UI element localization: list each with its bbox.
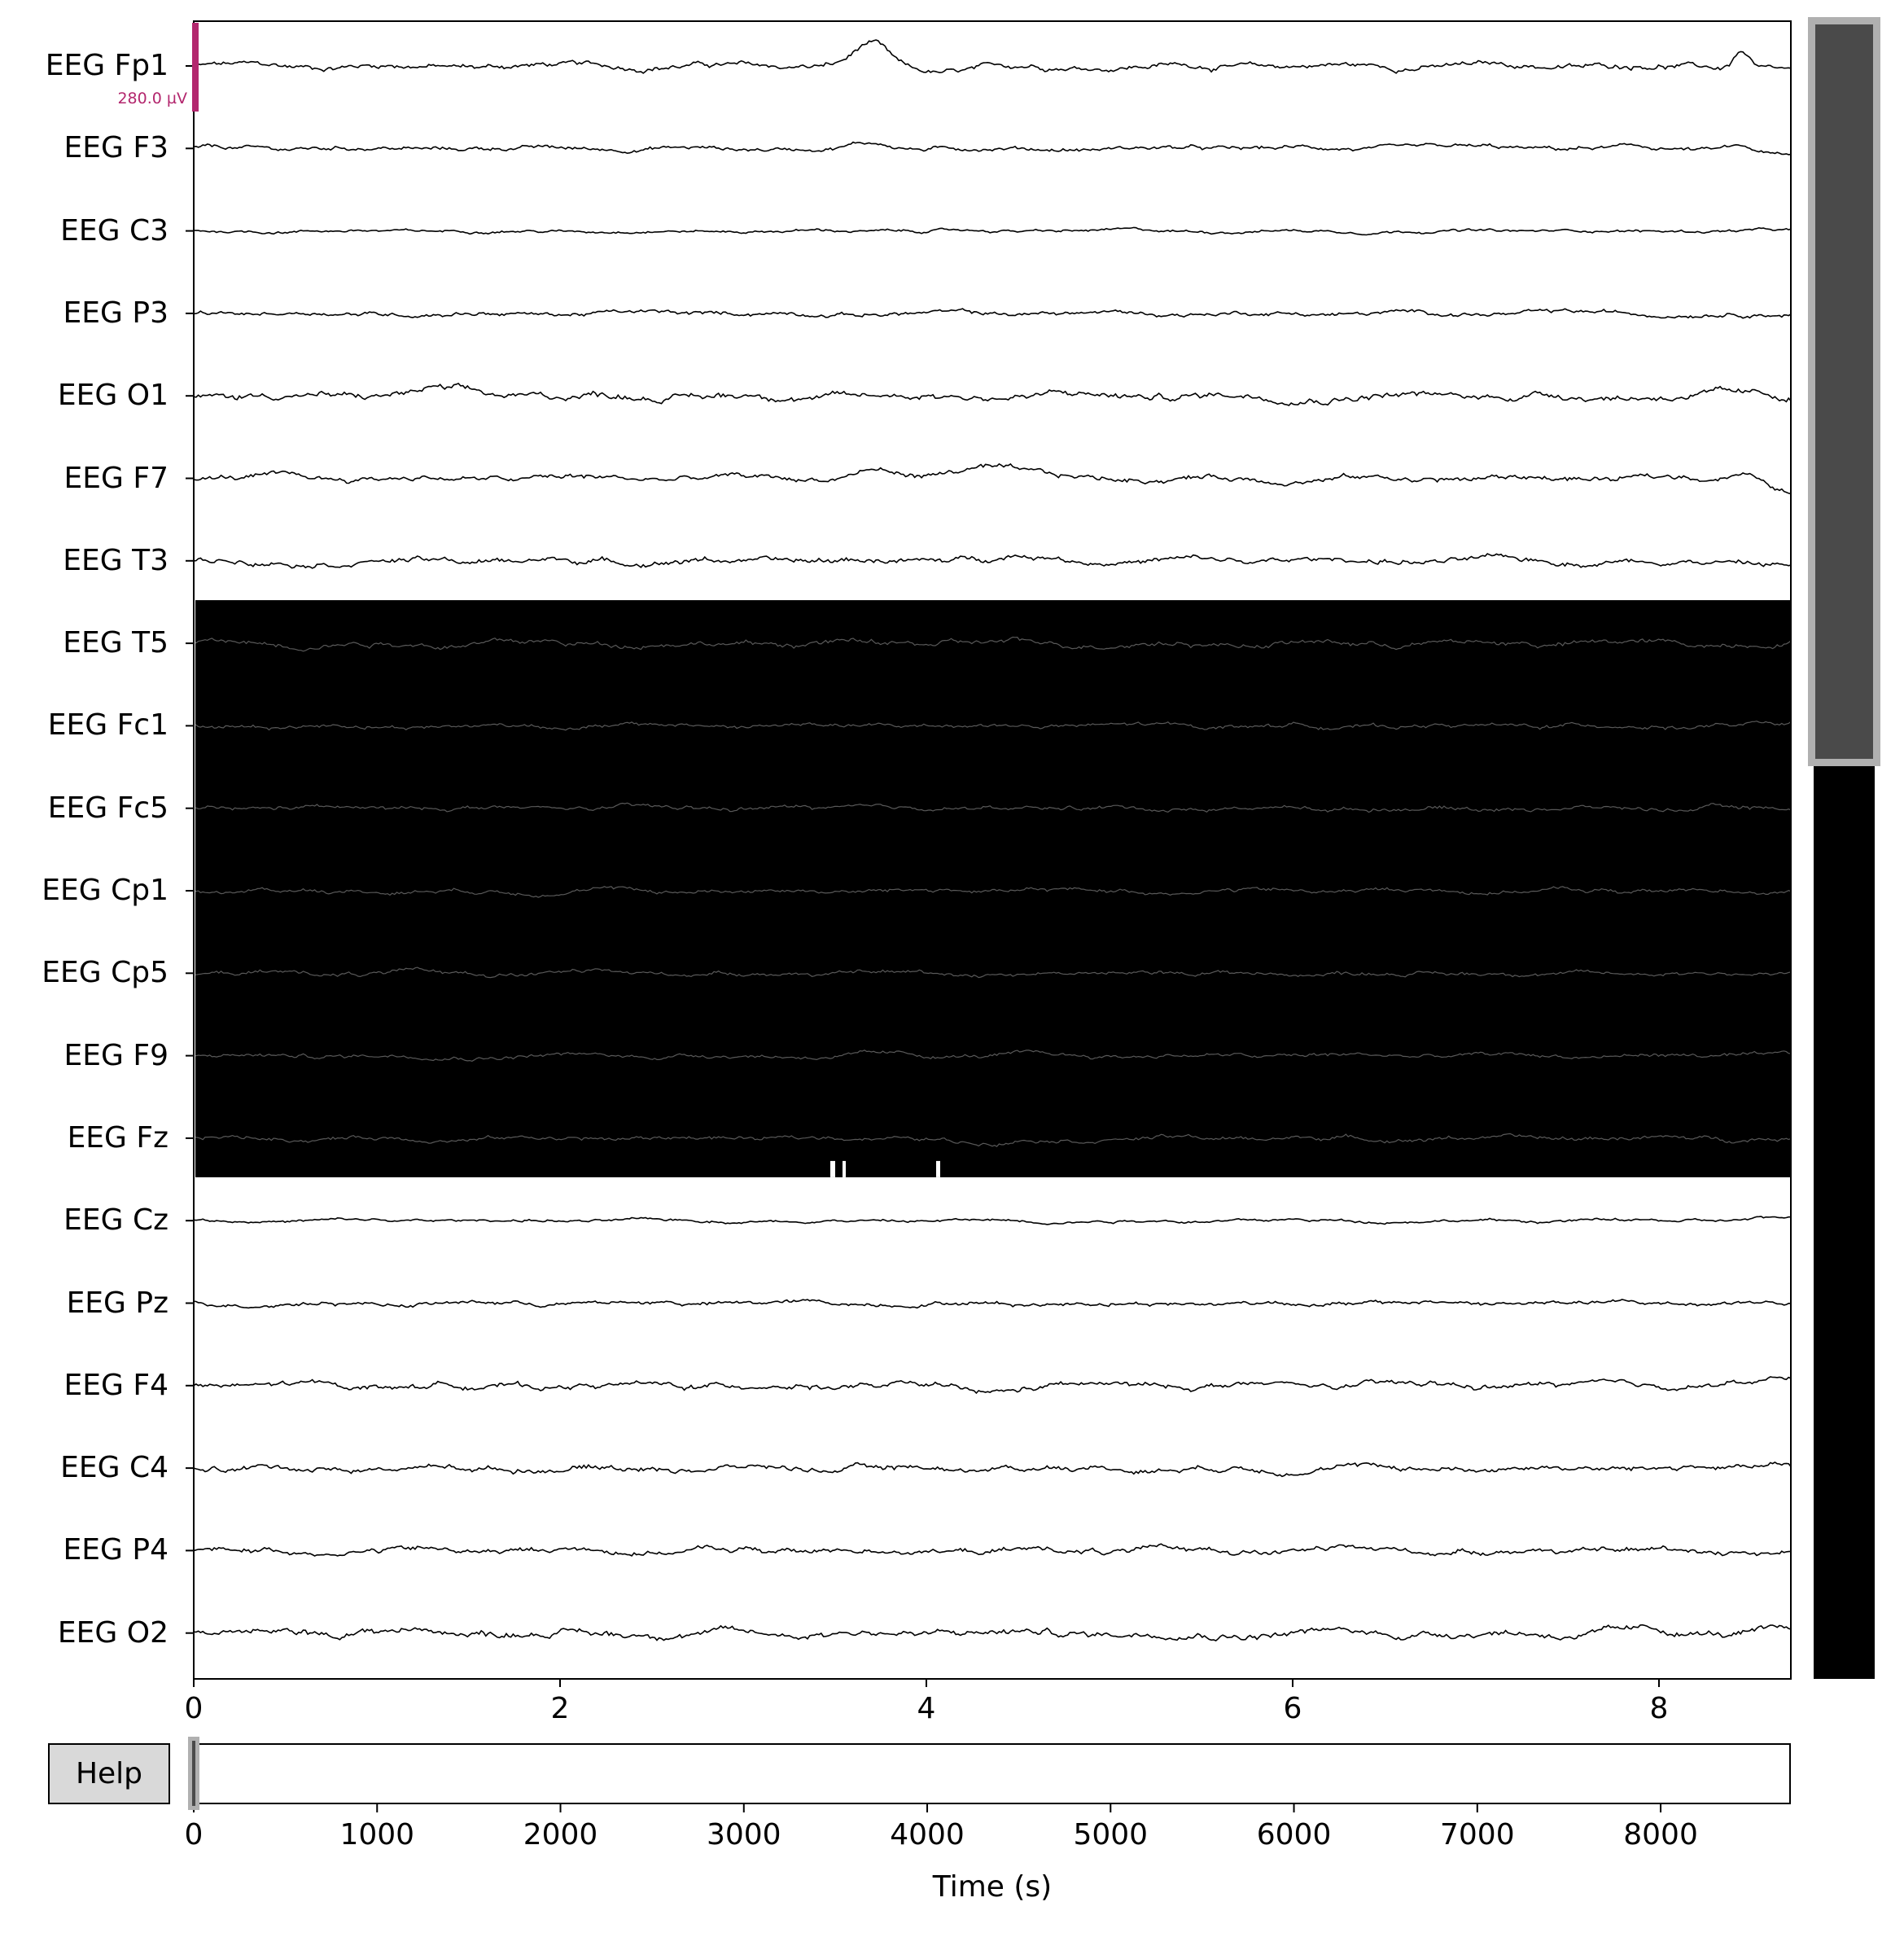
channel-trace <box>193 1461 1792 1478</box>
channel-trace <box>193 39 1792 74</box>
channel-trace <box>193 1624 1792 1642</box>
artifact-gap <box>830 1160 835 1177</box>
overview-tick-label: 4000 <box>890 1818 965 1852</box>
overview-tick-label: 3000 <box>706 1818 781 1852</box>
time-tick-label: 4 <box>917 1692 936 1725</box>
channel-trace <box>193 636 1792 652</box>
channel-label[interactable]: EEG C4 <box>60 1451 169 1485</box>
time-tick-label: 2 <box>550 1692 570 1725</box>
channel-label[interactable]: EEG F7 <box>63 461 169 495</box>
channel-trace <box>193 1133 1792 1147</box>
channel-trace <box>193 1299 1791 1309</box>
channel-trace <box>193 1376 1792 1395</box>
time-tick-label: 8 <box>1649 1692 1669 1725</box>
channel-trace <box>193 382 1792 406</box>
plot-frame <box>193 20 1792 1680</box>
channel-trace <box>193 462 1792 495</box>
channel-trace <box>193 1543 1792 1557</box>
channel-label[interactable]: EEG Fc1 <box>47 708 169 743</box>
channel-label[interactable]: EEG T5 <box>63 626 169 660</box>
overview-tick-label: 1000 <box>339 1818 415 1852</box>
channel-label[interactable]: EEG F3 <box>63 131 169 165</box>
channel-trace <box>193 966 1792 979</box>
channel-trace <box>193 886 1792 898</box>
channel-label[interactable]: EEG P3 <box>63 296 169 330</box>
channel-label[interactable]: EEG C3 <box>60 213 169 248</box>
x-axis-label: Time (s) <box>932 1870 1053 1904</box>
channel-label[interactable]: EEG F4 <box>63 1368 169 1402</box>
artifact-block <box>195 600 1791 1177</box>
channel-trace <box>193 721 1792 731</box>
channel-label[interactable]: EEG Cp5 <box>42 956 169 990</box>
channel-label[interactable]: EEG Fp1 <box>45 49 169 82</box>
overview-tick-label: 8000 <box>1623 1818 1698 1852</box>
overview-tick-label: 6000 <box>1256 1818 1332 1852</box>
channel-label[interactable]: EEG Cz <box>63 1203 169 1238</box>
time-tick-label: 6 <box>1283 1692 1302 1725</box>
overview-tick-label: 5000 <box>1073 1818 1149 1852</box>
artifact-gap <box>936 1160 940 1177</box>
channel-label[interactable]: EEG O1 <box>57 379 169 413</box>
time-scrollbar-track[interactable] <box>194 1743 1791 1804</box>
help-button[interactable]: Help <box>48 1743 170 1804</box>
channel-trace <box>193 308 1792 319</box>
scale-bar-label: 280.0 µV <box>117 90 187 107</box>
channel-trace <box>193 141 1792 156</box>
channel-label[interactable]: EEG Fc5 <box>47 791 169 825</box>
channel-trace <box>193 553 1792 569</box>
channel-trace <box>193 1216 1791 1225</box>
channel-label[interactable]: EEG T3 <box>63 543 169 577</box>
channel-label[interactable]: EEG F9 <box>63 1038 169 1072</box>
channel-label[interactable]: EEG Cp1 <box>42 874 169 907</box>
channel-label[interactable]: EEG O2 <box>57 1615 169 1650</box>
channel-trace <box>193 802 1792 813</box>
overview-tick-label: 2000 <box>523 1818 598 1852</box>
channel-label[interactable]: EEG P4 <box>63 1533 169 1567</box>
overview-tick-label: 7000 <box>1439 1818 1515 1852</box>
channel-label[interactable]: EEG Pz <box>66 1286 169 1320</box>
channel-trace <box>193 226 1792 236</box>
time-scrollbar-thumb[interactable] <box>188 1737 199 1810</box>
time-tick-label: 0 <box>184 1692 204 1725</box>
overview-tick-label: 0 <box>184 1818 204 1852</box>
artifact-gap <box>843 1160 846 1177</box>
channel-scrollbar-thumb[interactable] <box>1808 17 1880 766</box>
channel-label[interactable]: EEG Fz <box>67 1120 169 1155</box>
scale-bar <box>192 23 199 112</box>
channel-trace <box>193 1050 1792 1062</box>
